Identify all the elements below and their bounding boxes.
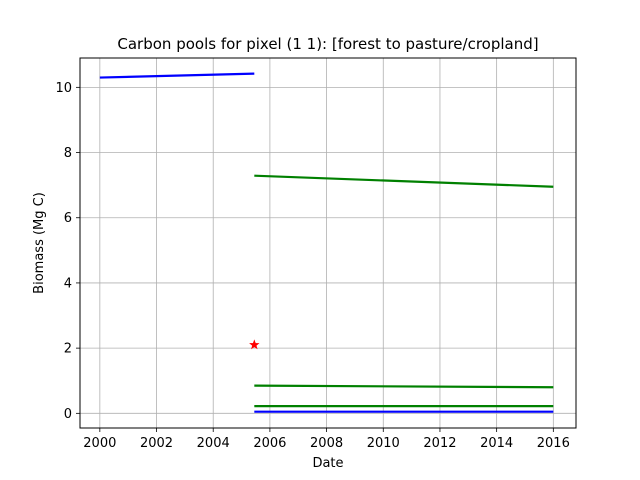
grid <box>80 58 576 428</box>
series-line-1 <box>99 72 255 79</box>
series-line-3 <box>254 384 554 389</box>
x-tick-label: 2008 <box>310 436 343 451</box>
star-marker-1 <box>249 339 260 350</box>
chart-title: Carbon pools for pixel (1 1): [forest to… <box>117 35 538 53</box>
x-tick-label: 2016 <box>537 436 570 451</box>
x-tick-label: 2006 <box>253 436 286 451</box>
x-tick-label: 2010 <box>367 436 400 451</box>
x-tick-label: 2014 <box>480 436 513 451</box>
x-tick-label: 2012 <box>423 436 456 451</box>
markers <box>249 339 260 350</box>
y-tick-label: 4 <box>64 276 72 291</box>
y-tick-label: 2 <box>64 342 72 357</box>
x-axis: 2000 2002 2004 2006 2008 2010 2012 2014 2016 <box>83 428 570 451</box>
y-axis-label: Biomass (Mg C) <box>32 192 47 294</box>
y-tick-label: 6 <box>64 211 72 226</box>
y-tick-label: 8 <box>64 146 72 161</box>
plot-frame <box>79 57 577 429</box>
x-tick-label: 2002 <box>140 436 173 451</box>
y-tick-label: 10 <box>55 81 72 96</box>
x-tick-label: 2000 <box>83 436 116 451</box>
y-tick-label: 0 <box>64 407 72 422</box>
x-tick-label: 2004 <box>197 436 230 451</box>
series-lines <box>99 72 554 413</box>
series-line-2 <box>254 174 554 188</box>
y-axis: 0 2 4 6 8 10 <box>55 81 80 422</box>
x-axis-label: Date <box>312 456 343 471</box>
